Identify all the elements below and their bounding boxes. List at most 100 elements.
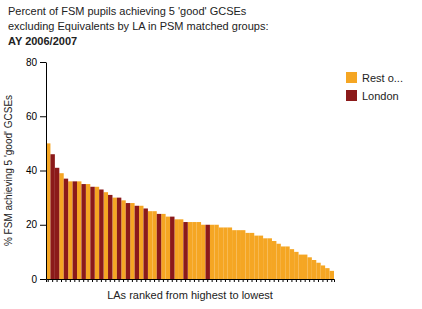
bar <box>206 225 210 279</box>
bar <box>188 222 192 279</box>
x-tick <box>252 279 253 282</box>
x-tick-mark <box>163 279 164 282</box>
x-tick-mark <box>314 279 315 282</box>
x-tick-mark <box>260 279 261 282</box>
x-tick-mark <box>331 279 332 282</box>
x-tick <box>283 279 284 282</box>
x-tick <box>256 279 257 282</box>
x-tick-mark <box>92 279 93 282</box>
x-tick <box>216 279 217 282</box>
x-tick-mark <box>207 279 208 282</box>
x-tick <box>83 279 84 282</box>
x-tick <box>185 279 186 282</box>
y-tick-label: 20 <box>26 219 38 230</box>
x-tick <box>274 279 275 282</box>
x-tick <box>105 279 106 282</box>
legend-item: London <box>346 90 399 102</box>
x-tick <box>101 279 102 282</box>
bar <box>90 187 94 279</box>
x-tick-mark <box>154 279 155 282</box>
y-tick-mark <box>40 225 46 226</box>
x-tick <box>234 279 235 282</box>
bar <box>148 211 152 279</box>
x-tick <box>212 279 213 282</box>
x-tick-mark <box>256 279 257 282</box>
x-axis-line <box>47 280 335 283</box>
bar <box>210 225 214 279</box>
bar <box>290 249 294 279</box>
bar <box>325 268 329 279</box>
y-tick: 60 <box>26 111 46 122</box>
bar <box>268 238 272 279</box>
bar <box>219 227 223 279</box>
bar <box>135 206 139 279</box>
bar <box>250 233 254 279</box>
x-tick <box>198 279 199 282</box>
bar <box>99 189 103 279</box>
bar <box>272 241 276 279</box>
x-tick-mark <box>327 279 328 282</box>
x-tick <box>65 279 66 282</box>
x-tick-mark <box>48 279 49 282</box>
x-tick <box>96 279 97 282</box>
bar <box>104 192 108 279</box>
x-tick-mark <box>265 279 266 282</box>
bar <box>316 263 320 279</box>
bar <box>112 198 116 279</box>
bar <box>64 179 68 279</box>
x-tick-mark <box>123 279 124 282</box>
x-tick-mark <box>274 279 275 282</box>
x-tick-mark <box>141 279 142 282</box>
bar <box>214 225 218 279</box>
x-tick <box>300 279 301 282</box>
x-tick-mark <box>300 279 301 282</box>
bar <box>95 187 99 279</box>
legend-label: London <box>362 90 399 102</box>
x-tick-mark <box>176 279 177 282</box>
x-tick <box>221 279 222 282</box>
bar <box>294 252 298 279</box>
x-tick <box>229 279 230 282</box>
x-tick <box>247 279 248 282</box>
bar <box>312 260 316 279</box>
bar <box>139 206 143 279</box>
bar <box>170 217 174 279</box>
x-tick <box>163 279 164 282</box>
bar <box>117 198 121 279</box>
bar <box>126 203 130 279</box>
x-tick <box>309 279 310 282</box>
bar <box>68 181 72 279</box>
bar <box>299 255 303 279</box>
bar <box>73 181 77 279</box>
x-tick <box>243 279 244 282</box>
x-tick-mark <box>278 279 279 282</box>
x-tick <box>327 279 328 282</box>
x-tick <box>145 279 146 282</box>
x-tick <box>265 279 266 282</box>
x-tick <box>331 279 332 282</box>
y-tick: 20 <box>26 219 46 230</box>
x-tick-mark <box>119 279 120 282</box>
bar <box>183 222 187 279</box>
bar <box>77 181 81 279</box>
bar <box>59 173 63 279</box>
y-tick-label: 40 <box>26 165 38 176</box>
bar <box>285 246 289 279</box>
x-tick-mark <box>283 279 284 282</box>
bars <box>46 143 334 279</box>
x-tick <box>123 279 124 282</box>
bar <box>166 217 170 279</box>
legend-label: Rest o... <box>362 72 403 84</box>
bar <box>237 230 241 279</box>
x-tick <box>52 279 53 282</box>
bar <box>143 208 147 279</box>
x-tick <box>176 279 177 282</box>
x-tick <box>322 279 323 282</box>
x-tick-mark <box>252 279 253 282</box>
x-tick <box>238 279 239 282</box>
x-tick <box>70 279 71 282</box>
x-tick-mark <box>198 279 199 282</box>
y-tick-label: 0 <box>31 274 37 285</box>
x-tick-mark <box>194 279 195 282</box>
y-tick-label: 80 <box>26 57 38 68</box>
